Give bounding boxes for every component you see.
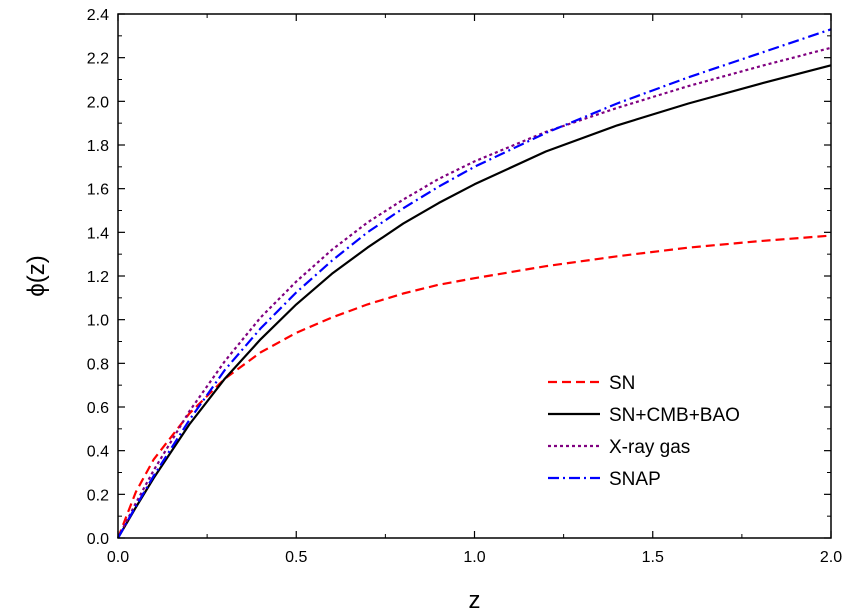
- x-axis-title: z: [469, 587, 481, 614]
- y-tick-label: 2.0: [87, 94, 109, 111]
- legend: SN SN+CMB+BAO X-ray gas SNAP: [548, 373, 740, 490]
- y-tick-label: 2.2: [87, 51, 109, 68]
- x-tick-label: 1.5: [642, 549, 664, 566]
- y-tick-label: 1.6: [87, 182, 109, 199]
- axes-layer: 0.0 0.5 1.0 1.5 2.0 0.0 0.2 0.4 0.6 0.8 1.0 1.2 1.4 1…: [87, 7, 842, 566]
- y-tick-label: 0.6: [87, 400, 109, 417]
- y-tick-label: 1.8: [87, 138, 109, 155]
- y-tick-label: 0.4: [87, 444, 109, 461]
- y-axis-title: ϕ(z): [23, 255, 50, 296]
- y-tick-label: 0.0: [87, 531, 109, 548]
- y-tick-label: 1.0: [87, 313, 109, 330]
- series-line-sn-cmb-bao: [117, 64, 832, 539]
- series-line-snap: [117, 28, 832, 539]
- x-tick-label: 0.5: [285, 549, 307, 566]
- y-tick-label: 0.8: [87, 356, 109, 373]
- x-tick-label: 2.0: [820, 549, 842, 566]
- y-tick-label: 1.4: [87, 225, 109, 242]
- series-layer: [116, 28, 832, 539]
- y-tick-label: 2.4: [87, 7, 109, 24]
- legend-label-sn-cmb-bao: SN+CMB+BAO: [609, 405, 740, 426]
- legend-label-x-ray-gas: X-ray gas: [609, 437, 690, 458]
- legend-label-snap: SNAP: [609, 469, 661, 490]
- series-line-sn: [116, 234, 832, 539]
- y-tick-label: 0.2: [87, 487, 109, 504]
- x-tick-label: 0.0: [107, 549, 129, 566]
- legend-label-sn: SN: [609, 373, 635, 394]
- y-tick-label: 1.2: [87, 269, 109, 286]
- x-tick-label: 1.0: [463, 549, 485, 566]
- series-line-x-ray-gas: [117, 46, 832, 539]
